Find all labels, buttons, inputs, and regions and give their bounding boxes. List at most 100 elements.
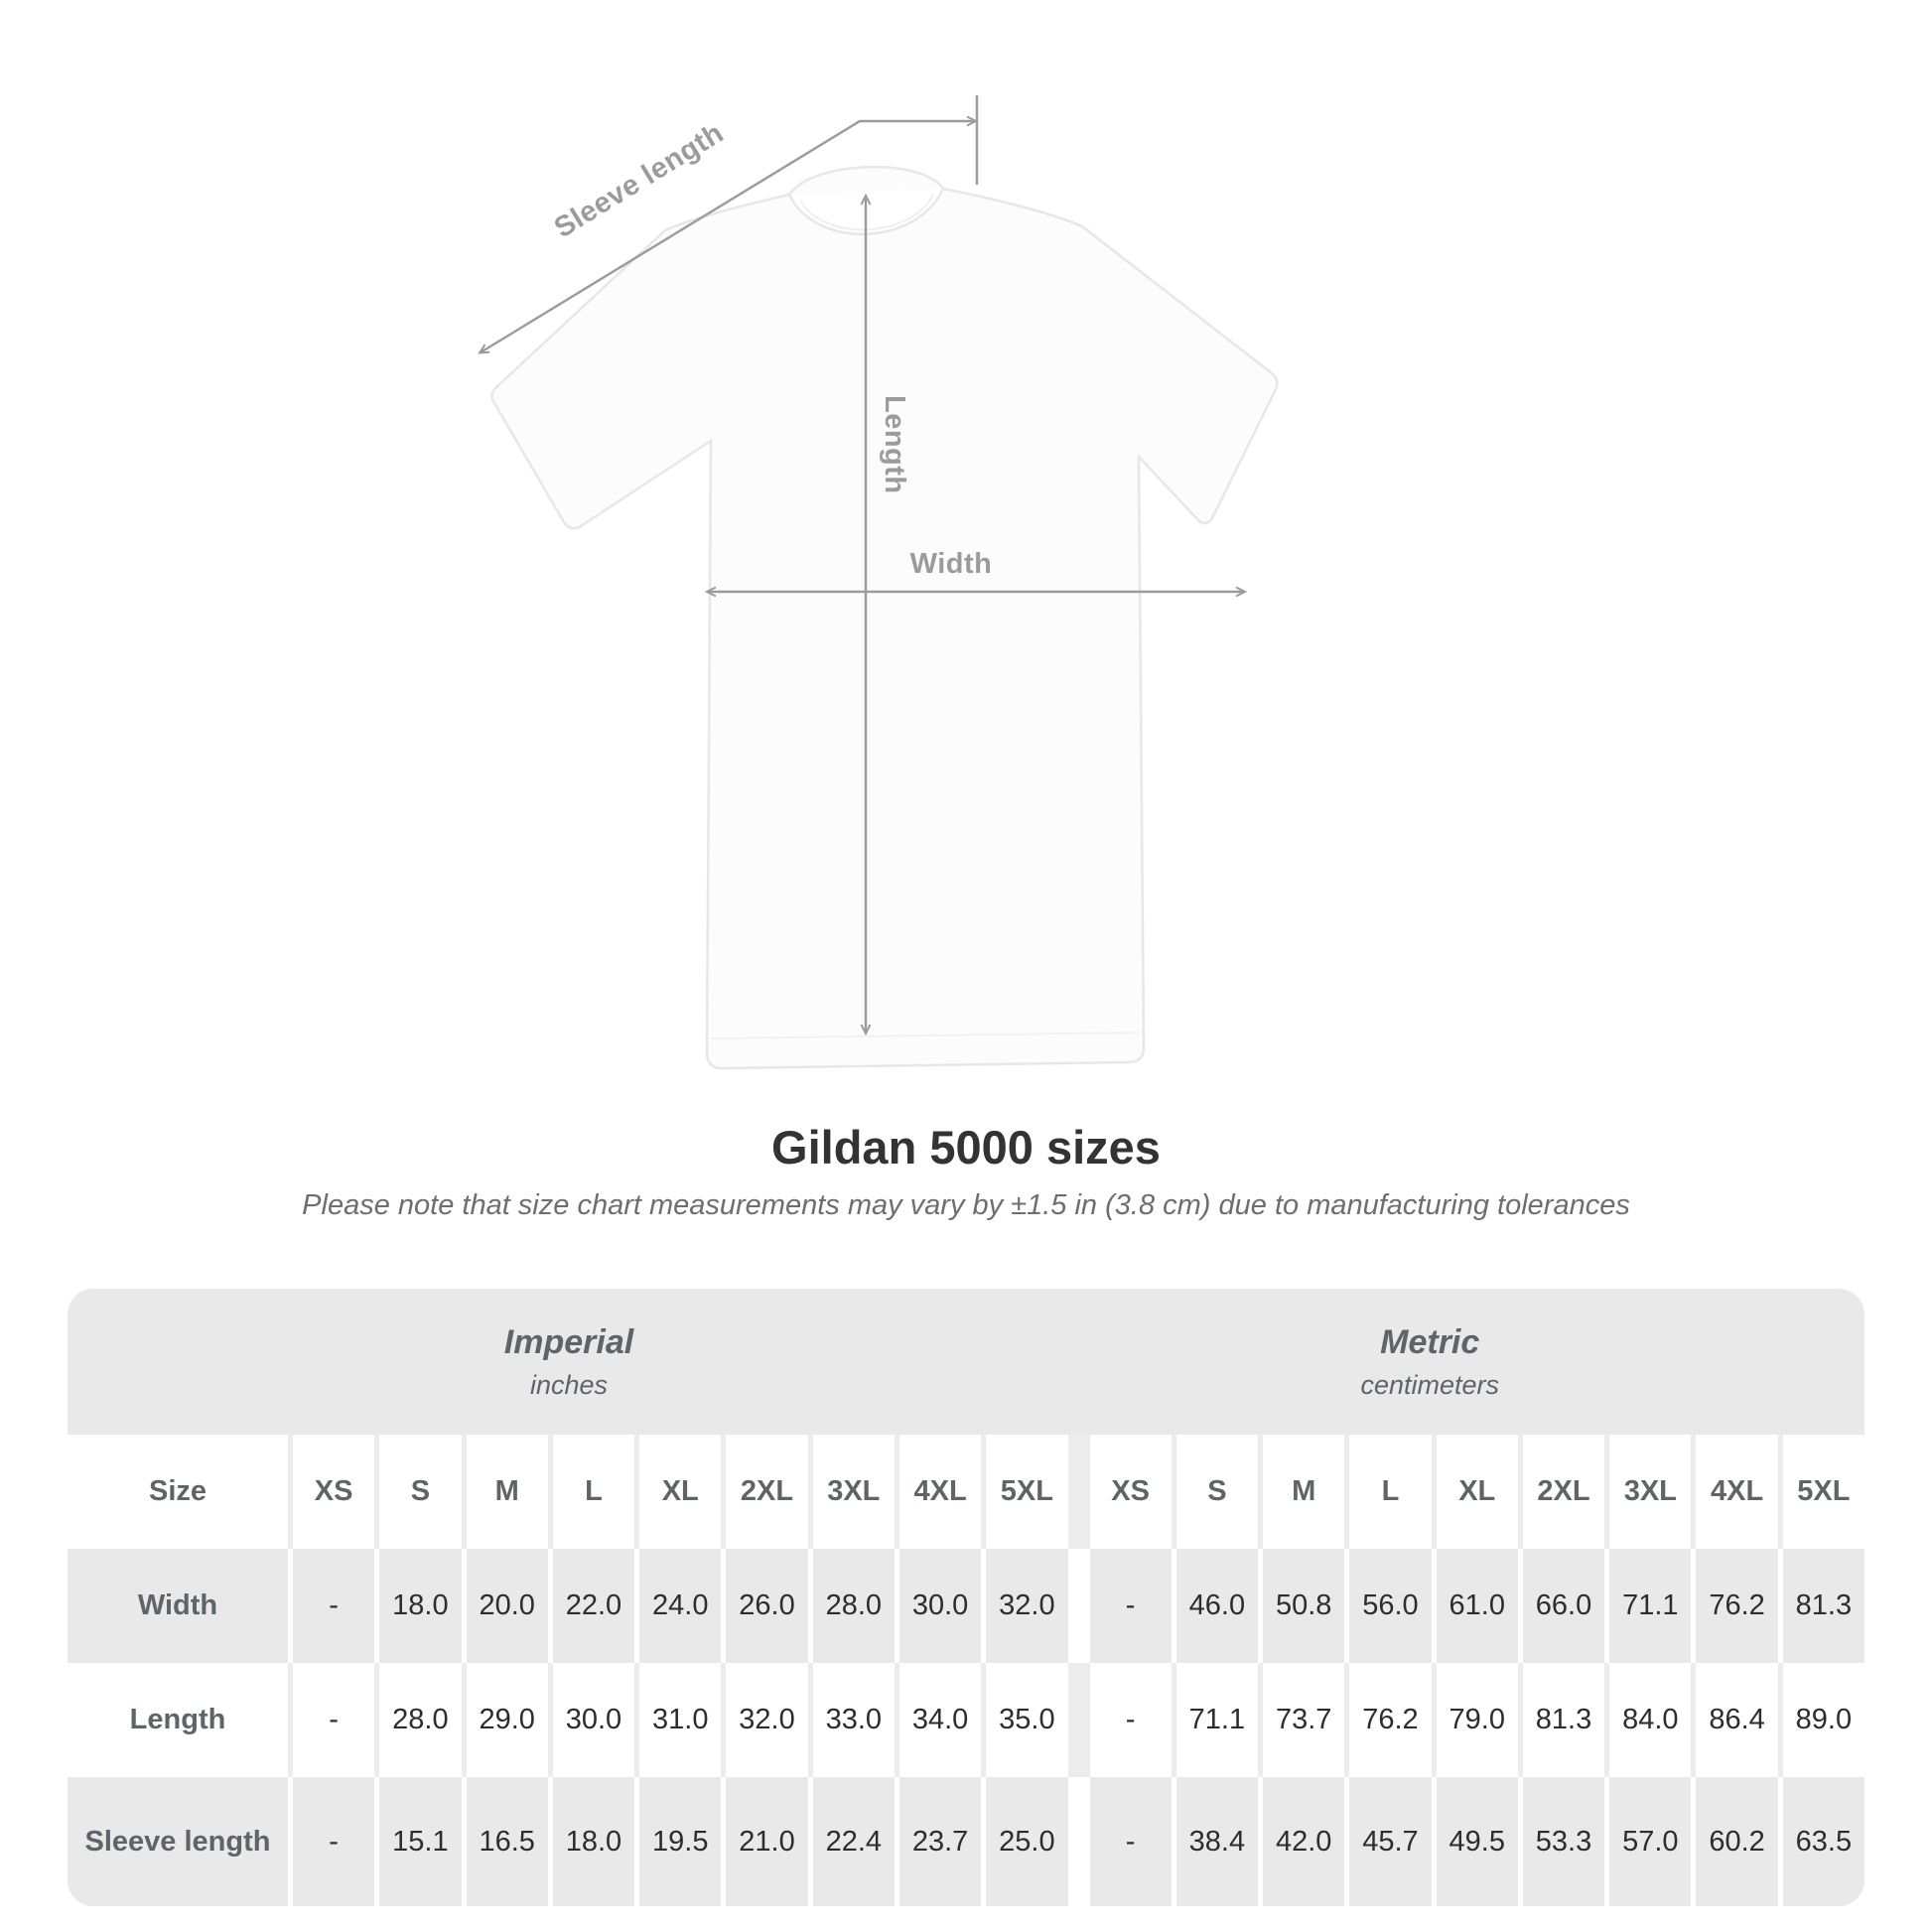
value-cell: - [1089, 1549, 1172, 1663]
value-cell: 22.4 [812, 1777, 895, 1906]
value-cell: 28.0 [379, 1663, 462, 1777]
value-cell: 15.1 [379, 1777, 462, 1906]
value-cell: 26.0 [726, 1549, 808, 1663]
value-cell: 63.5 [1782, 1777, 1864, 1906]
section-gap [1073, 1777, 1085, 1906]
metric-unit: centimeters [1360, 1369, 1499, 1400]
value-cell: 46.0 [1175, 1549, 1259, 1663]
value-cell: 42.0 [1263, 1777, 1345, 1906]
value-cell: 89.0 [1782, 1663, 1864, 1777]
value-cell: 25.0 [986, 1777, 1068, 1906]
value-cell: 24.0 [639, 1549, 722, 1663]
size-cell: XL [1436, 1435, 1518, 1549]
value-cell: 16.5 [466, 1777, 548, 1906]
value-cell: 23.7 [898, 1777, 982, 1906]
value-cell: 45.7 [1349, 1777, 1432, 1906]
value-cell: 19.5 [639, 1777, 722, 1906]
value-cell: 31.0 [639, 1663, 722, 1777]
value-cell: 30.0 [552, 1663, 635, 1777]
value-cell: 20.0 [466, 1549, 548, 1663]
value-cell: - [1089, 1777, 1172, 1906]
value-cell: 50.8 [1263, 1549, 1345, 1663]
width-row: Width - 18.0 20.0 22.0 24.0 26.0 28.0 30… [68, 1549, 1864, 1663]
value-cell: 81.3 [1782, 1549, 1864, 1663]
measurement-arrows [478, 95, 1248, 1036]
value-cell: 49.5 [1436, 1777, 1518, 1906]
size-cell: 2XL [1522, 1435, 1605, 1549]
size-cell: S [1175, 1435, 1259, 1549]
value-cell: 71.1 [1175, 1663, 1259, 1777]
row-label: Sleeve length [68, 1777, 288, 1906]
length-label: Length [879, 395, 910, 494]
value-cell: 22.0 [552, 1549, 635, 1663]
page-title: Gildan 5000 sizes [771, 1121, 1161, 1173]
size-cell: 4XL [1696, 1435, 1778, 1549]
tshirt-shape [490, 165, 1279, 1070]
value-cell: 71.1 [1609, 1549, 1692, 1663]
sleeve-length-row: Sleeve length - 15.1 16.5 18.0 19.5 21.0… [68, 1777, 1864, 1906]
value-cell: 79.0 [1436, 1663, 1518, 1777]
size-cell: M [1263, 1435, 1345, 1549]
sleeve-length-arrow [478, 115, 979, 354]
value-cell: 33.0 [812, 1663, 895, 1777]
size-cell: XS [1089, 1435, 1172, 1549]
value-cell: - [293, 1777, 375, 1906]
value-cell: 29.0 [466, 1663, 548, 1777]
value-cell: 86.4 [1696, 1663, 1778, 1777]
value-cell: 57.0 [1609, 1777, 1692, 1906]
value-cell: 32.0 [726, 1663, 808, 1777]
metric-title: Metric [1380, 1322, 1480, 1361]
value-cell: 35.0 [986, 1663, 1068, 1777]
section-gap [1073, 1549, 1085, 1663]
tshirt-diagram [478, 95, 1279, 1070]
value-cell: 30.0 [898, 1549, 982, 1663]
imperial-title: Imperial [503, 1322, 634, 1361]
value-cell: 32.0 [986, 1549, 1068, 1663]
value-cell: 53.3 [1522, 1777, 1605, 1906]
value-cell: 21.0 [726, 1777, 808, 1906]
size-cell: M [466, 1435, 548, 1549]
tolerance-note: Please note that size chart measurements… [302, 1189, 1630, 1221]
value-cell: - [1089, 1663, 1172, 1777]
size-cell: 5XL [986, 1435, 1068, 1549]
size-table: Imperial inches Metric centimeters Size … [68, 1289, 1864, 1906]
size-cell: L [552, 1435, 635, 1549]
size-cell: 4XL [898, 1435, 982, 1549]
value-cell: 28.0 [812, 1549, 895, 1663]
length-row: Length - 28.0 29.0 30.0 31.0 32.0 33.0 3… [68, 1663, 1864, 1777]
value-cell: 34.0 [898, 1663, 982, 1777]
size-cell: 3XL [812, 1435, 895, 1549]
units-header-row: Imperial inches Metric centimeters [68, 1289, 1864, 1435]
value-cell: 84.0 [1609, 1663, 1692, 1777]
size-cell: 3XL [1609, 1435, 1692, 1549]
value-cell: - [293, 1663, 375, 1777]
value-cell: 18.0 [552, 1777, 635, 1906]
size-column-header: Size [68, 1435, 288, 1549]
value-cell: 81.3 [1522, 1663, 1605, 1777]
size-cell: L [1349, 1435, 1432, 1549]
size-header-row: Size XS S M L XL 2XL 3XL 4XL 5XL XS S M … [68, 1435, 1864, 1549]
value-cell: 76.2 [1696, 1549, 1778, 1663]
value-cell: 73.7 [1263, 1663, 1345, 1777]
width-label: Width [909, 548, 993, 580]
size-cell: XS [293, 1435, 375, 1549]
value-cell: 60.2 [1696, 1777, 1778, 1906]
section-gap [1073, 1435, 1085, 1549]
value-cell: 61.0 [1436, 1549, 1518, 1663]
row-label: Width [68, 1549, 288, 1663]
value-cell: 18.0 [379, 1549, 462, 1663]
imperial-unit: inches [529, 1369, 609, 1400]
size-cell: 5XL [1782, 1435, 1864, 1549]
value-cell: 76.2 [1349, 1663, 1432, 1777]
metric-header: Metric centimeters [1082, 1289, 1777, 1435]
size-cell: 2XL [726, 1435, 808, 1549]
row-label: Length [68, 1663, 288, 1777]
value-cell: 38.4 [1175, 1777, 1259, 1906]
size-cell: XL [639, 1435, 722, 1549]
value-cell: - [293, 1549, 375, 1663]
value-cell: 66.0 [1522, 1549, 1605, 1663]
size-cell: S [379, 1435, 462, 1549]
imperial-header: Imperial inches [68, 1289, 1070, 1435]
value-cell: 56.0 [1349, 1549, 1432, 1663]
section-gap [1073, 1663, 1085, 1777]
